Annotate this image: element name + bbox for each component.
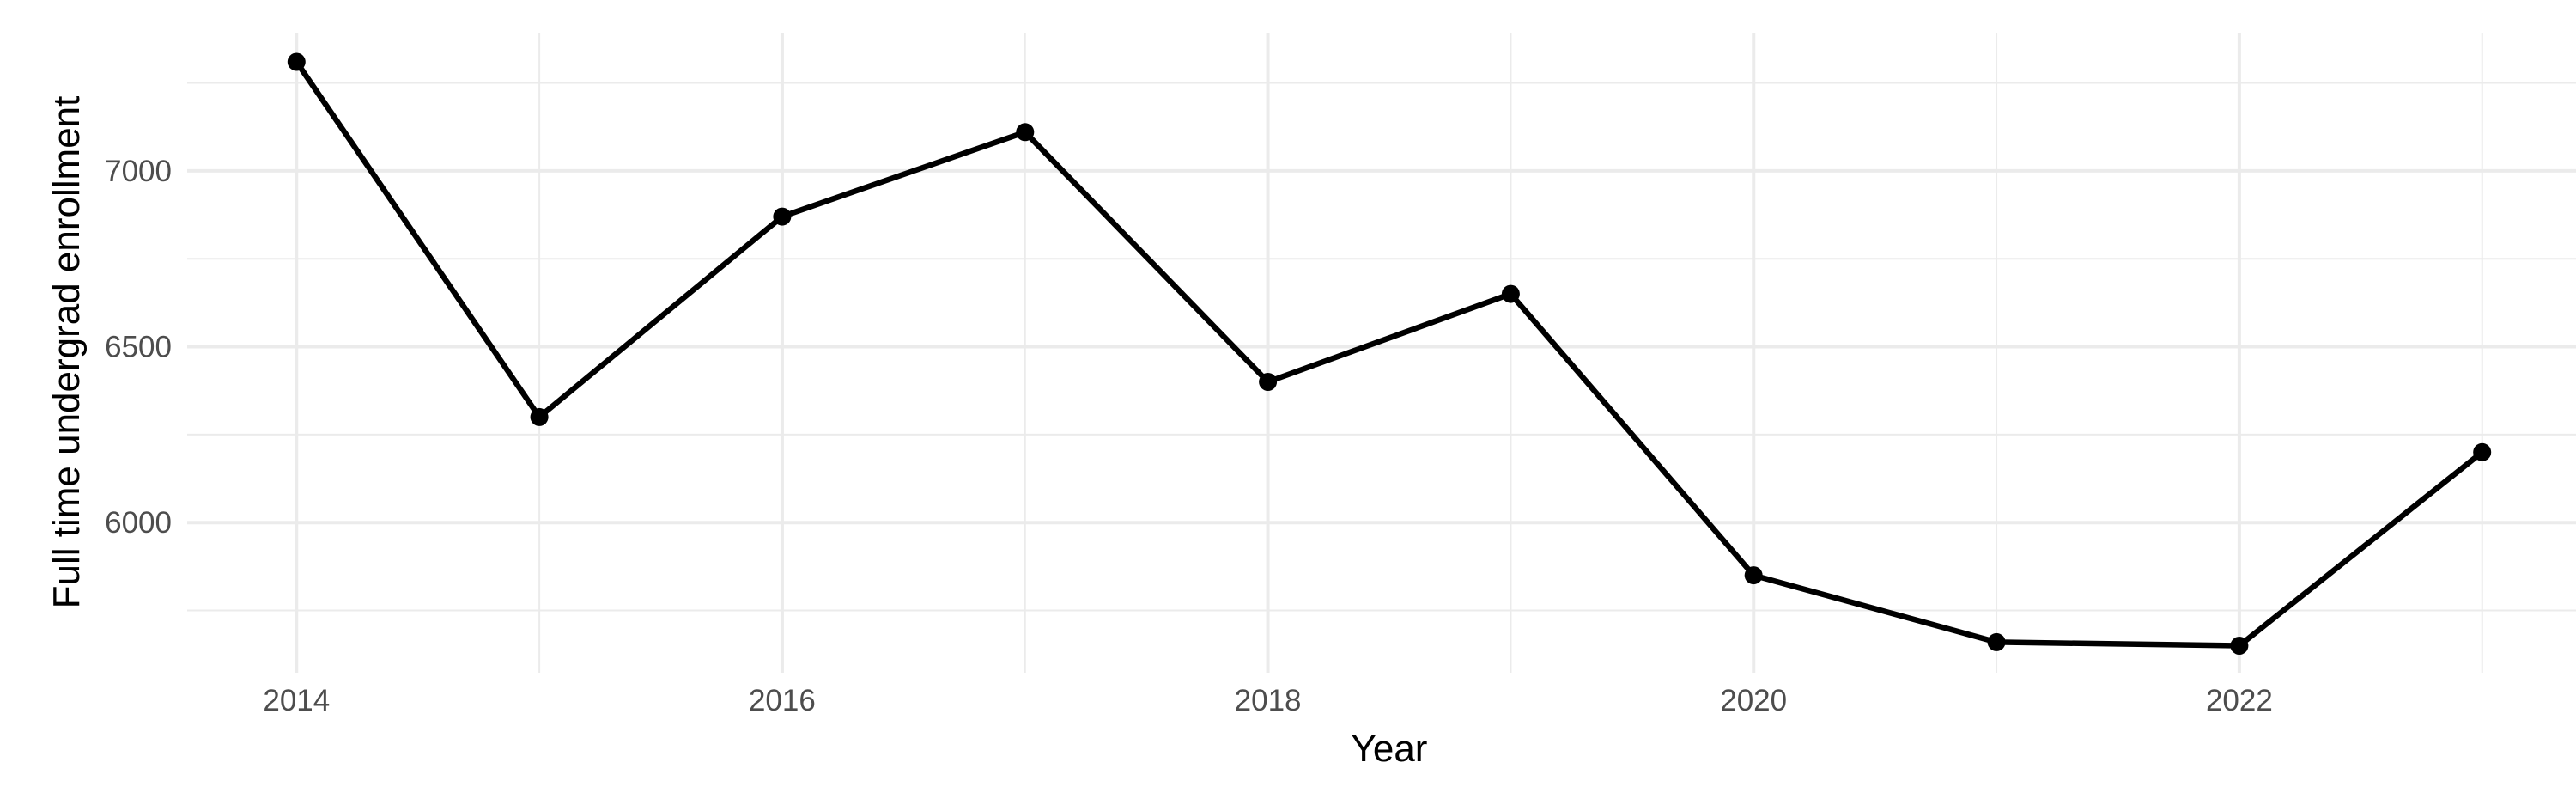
y-tick-label-6500: 6500 — [105, 331, 172, 364]
y-tick-label-7000: 7000 — [105, 155, 172, 188]
data-point-2020 — [1744, 566, 1763, 585]
data-point-2022 — [2230, 637, 2249, 655]
x-tick-label-2020: 2020 — [1720, 684, 1787, 717]
data-point-2023 — [2473, 442, 2492, 461]
data-point-2021 — [1987, 632, 2006, 651]
x-tick-label-2016: 2016 — [749, 684, 816, 717]
enrollment-trend-line — [294, 60, 2484, 649]
data-point-2015 — [530, 407, 549, 426]
data-point-2014 — [287, 52, 306, 71]
y-axis-title: Full time undergrad enrollment — [46, 96, 88, 609]
x-tick-label-2022: 2022 — [2206, 684, 2273, 717]
x-tick-label-2014: 2014 — [263, 684, 330, 717]
data-point-2017 — [1016, 123, 1035, 142]
data-point-2016 — [773, 207, 792, 226]
x-axis-tick-labels: 2014 2016 2018 2020 2022 — [263, 684, 2272, 717]
data-point-2019 — [1501, 284, 1520, 303]
enrollment-line-chart: 2014 2016 2018 2020 2022 6000 6500 7000 Year F… — [34, 14, 2576, 787]
data-series — [287, 52, 2492, 655]
data-point-2018 — [1259, 373, 1278, 391]
x-axis-title: Year — [1352, 728, 1428, 770]
gridlines-minor — [187, 33, 2576, 673]
y-tick-label-6000: 6000 — [105, 506, 172, 540]
gridlines-major — [187, 33, 2576, 673]
x-tick-label-2018: 2018 — [1235, 684, 1302, 717]
chart-canvas: 2014 2016 2018 2020 2022 6000 6500 7000 Year F… — [46, 33, 2576, 770]
y-axis-tick-labels: 6000 6500 7000 — [105, 155, 172, 540]
